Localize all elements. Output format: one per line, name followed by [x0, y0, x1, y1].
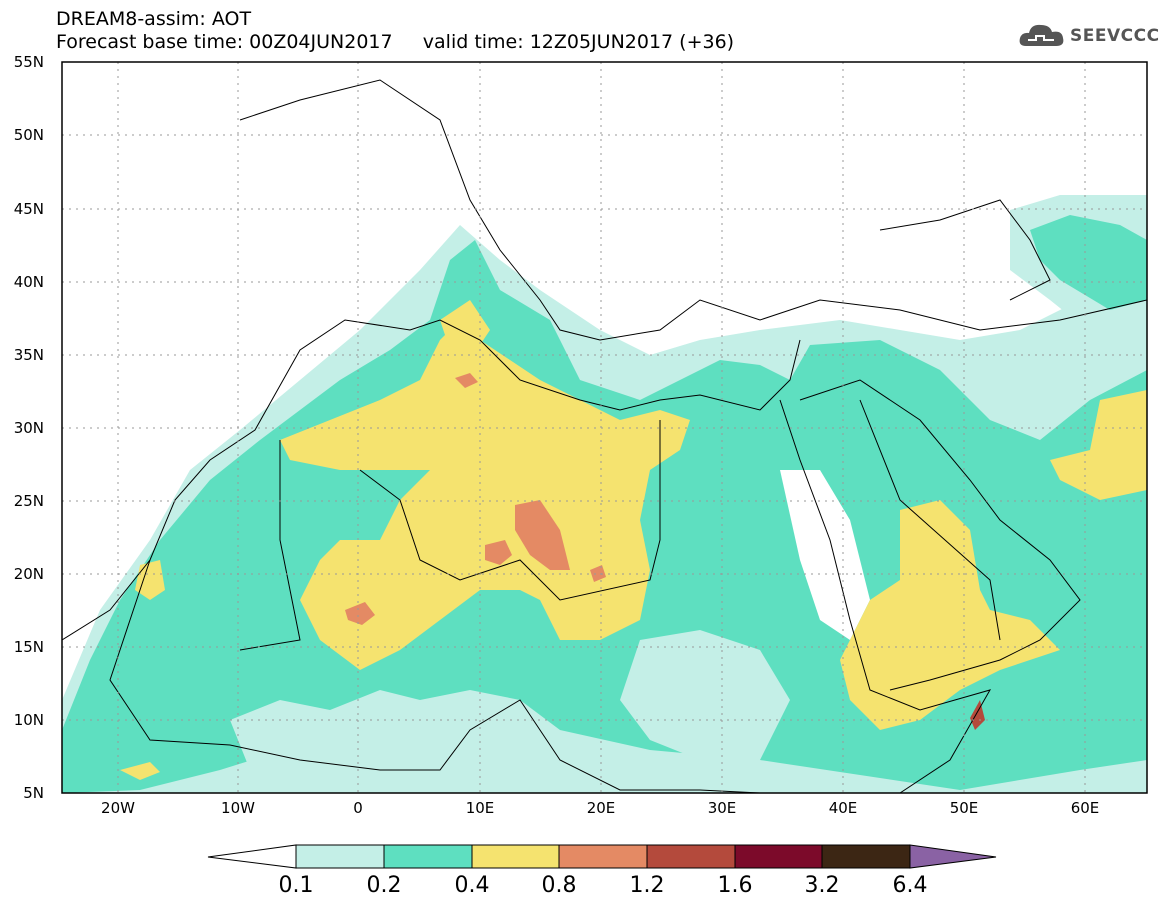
colorbar-seg-4	[558, 844, 648, 869]
seevccc-logo: SEEVCCC	[1018, 20, 1160, 56]
colorbar-seg-1	[295, 844, 385, 869]
lon-label: 10E	[466, 799, 495, 817]
colorbar-label: 0.8	[542, 873, 577, 898]
aot-band-0.4-gulfguinea	[120, 762, 160, 780]
lat-label: 35N	[14, 346, 44, 364]
lon-label: 20W	[101, 799, 135, 817]
aot-band-0.8-chad	[485, 540, 512, 565]
lat-label: 20N	[14, 565, 44, 583]
aot-clean-west-africa	[230, 690, 560, 793]
aot-band-0.4-sahara	[280, 320, 690, 670]
lon-label: 0	[353, 799, 363, 817]
aot-contours	[62, 195, 1147, 793]
colorbar-seg-7	[821, 844, 911, 869]
aot-band-0.4-tunisia	[440, 300, 490, 360]
lon-label: 60E	[1071, 799, 1100, 817]
colorbar: 0.1 0.2 0.4 0.8 1.2 1.6 3.2 6.4	[207, 844, 997, 898]
colorbar-seg-3	[471, 844, 560, 869]
lat-label: 25N	[14, 492, 44, 510]
aot-clean-east-africa	[620, 630, 790, 760]
lon-label: 10W	[221, 799, 255, 817]
cloud-icon	[1019, 24, 1064, 46]
coastlines	[62, 79, 1147, 793]
colorbar-label: 0.4	[455, 873, 490, 898]
colorbar-seg-6	[734, 844, 823, 869]
colorbar-label: 3.2	[805, 873, 840, 898]
aot-band-0.8-sudan	[590, 565, 606, 582]
lon-label: 50E	[950, 799, 979, 817]
lat-label: 50N	[14, 126, 44, 144]
lat-label: 40N	[14, 273, 44, 291]
lat-label: 45N	[14, 200, 44, 218]
map-frame	[61, 61, 1148, 794]
aot-band-0.2-ne	[1030, 215, 1147, 310]
lat-label: 10N	[14, 711, 44, 729]
colorbar-label: 6.4	[893, 873, 928, 898]
aot-band-0.8-somalia	[970, 700, 985, 730]
lat-label: 5N	[23, 784, 44, 802]
colorbar-seg-upper-ext	[909, 844, 997, 869]
chart-title-line1: DREAM8-assim: AOT	[56, 8, 252, 30]
chart-title-line2: Forecast base time: 00Z04JUN2017 valid t…	[56, 31, 735, 53]
colorbar-seg-2	[383, 844, 473, 869]
aot-band-0.8-algeria	[455, 373, 478, 388]
colorbar-label: 1.2	[630, 873, 665, 898]
latitude-labels: 55N 50N 45N 40N 35N 30N 25N 20N 15N 10N …	[14, 53, 44, 802]
aot-band-0.8-libya	[515, 500, 570, 570]
lat-label: 55N	[14, 53, 44, 71]
lat-label: 15N	[14, 638, 44, 656]
longitude-labels: 20W 10W 0 10E 20E 30E 40E 50E 60E	[101, 799, 1099, 817]
lon-label: 20E	[587, 799, 616, 817]
colorbar-seg-lower-ext	[207, 844, 297, 869]
lon-label: 30E	[708, 799, 737, 817]
logo-text: SEEVCCC	[1070, 26, 1160, 46]
aot-band-0.4-arabia	[840, 500, 1060, 730]
aot-clean-redsea	[780, 470, 870, 640]
graticule	[62, 62, 1147, 793]
lon-label: 40E	[829, 799, 858, 817]
aot-band-0.8-niger	[345, 602, 375, 625]
colorbar-label: 0.2	[367, 873, 402, 898]
aot-band-0.4-gulf	[1050, 390, 1147, 500]
colorbar-label: 1.6	[718, 873, 753, 898]
colorbar-seg-5	[646, 844, 736, 869]
colorbar-label: 0.1	[279, 873, 314, 898]
lat-label: 30N	[14, 419, 44, 437]
